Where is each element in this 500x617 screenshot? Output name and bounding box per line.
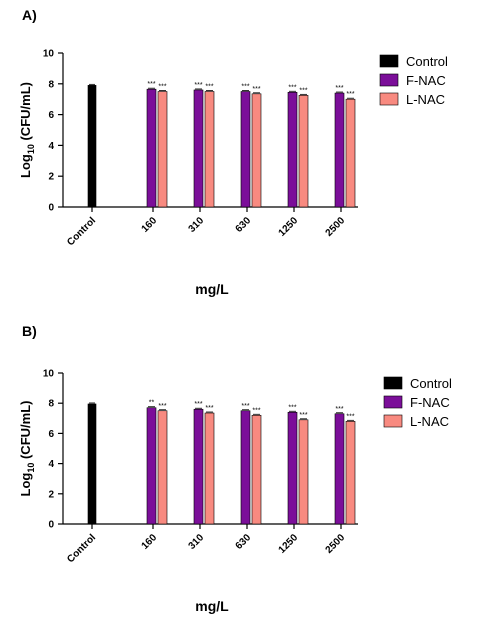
y-tick-label: 6	[48, 110, 54, 121]
significance-label: ***	[299, 87, 307, 94]
bar-f-nac-630	[240, 410, 251, 525]
y-tick-label: 2	[48, 489, 54, 500]
significance-label: **	[149, 400, 155, 407]
bar-l-nac-160	[157, 410, 168, 525]
y-tick-label: 0	[48, 520, 54, 531]
legend-label: L-NAC	[406, 92, 445, 107]
x-tick-label: 310	[187, 215, 207, 235]
significance-label: ***	[346, 91, 354, 98]
legend-swatch-l-nac	[379, 92, 399, 106]
x-tick-label: Control	[65, 532, 98, 565]
y-tick-label: 4	[48, 141, 54, 152]
y-tick-label: 8	[48, 79, 54, 90]
x-tick-label: 1250	[277, 215, 301, 239]
bar-control-Control	[87, 85, 97, 208]
y-axis-label: Log10 (CFU/mL)	[18, 82, 36, 178]
significance-label: ***	[205, 405, 213, 412]
y-tick-label: 6	[48, 429, 54, 440]
legend-label: Control	[410, 376, 452, 391]
significance-label: ***	[252, 86, 260, 93]
x-tick-label: 630	[234, 215, 254, 235]
significance-label: ***	[158, 403, 166, 410]
significance-label: ***	[147, 81, 155, 88]
x-tick-label: 1250	[277, 532, 301, 556]
significance-label: ***	[194, 401, 202, 408]
significance-label: ***	[335, 406, 343, 413]
y-tick-label: 4	[48, 459, 54, 470]
x-tick-label: 160	[140, 532, 160, 552]
bar-f-nac-160	[146, 407, 157, 525]
legend-swatch-f-nac	[383, 395, 403, 409]
bar-l-nac-630	[251, 93, 262, 208]
bar-l-nac-630	[251, 414, 262, 525]
significance-label: ***	[241, 84, 249, 91]
bar-l-nac-1250	[298, 95, 309, 208]
significance-label: ***	[288, 404, 296, 411]
chart-panel-2: B) 0 2 4 6 8 10 Log10 (CFU/mL) Control 160 310 630 1…	[18, 323, 452, 614]
legend-swatch-control	[379, 54, 399, 68]
x-tick-label: Control	[65, 215, 98, 248]
x-tick-label: 2500	[324, 532, 348, 556]
significance-label: ***	[205, 84, 213, 91]
significance-label: ***	[241, 403, 249, 410]
bar-l-nac-310	[204, 91, 215, 208]
panel-label: B)	[22, 323, 37, 339]
y-axis-label: Log10 (CFU/mL)	[18, 401, 36, 497]
legend-label: F-NAC	[406, 73, 446, 88]
bar-f-nac-2500	[334, 92, 345, 208]
bar-l-nac-1250	[298, 419, 309, 525]
y-tick-label: 0	[48, 203, 54, 214]
significance-label: ***	[252, 407, 260, 414]
bar-l-nac-310	[204, 412, 215, 525]
bar-f-nac-2500	[334, 413, 345, 525]
legend-swatch-l-nac	[383, 414, 403, 428]
bar-f-nac-310	[193, 408, 204, 525]
legend-swatch-f-nac	[379, 73, 399, 87]
bar-f-nac-310	[193, 89, 204, 208]
y-tick-label: 10	[43, 369, 55, 380]
bar-l-nac-2500	[345, 421, 356, 525]
y-tick-label: 10	[43, 49, 55, 60]
significance-label: ***	[346, 413, 354, 420]
y-tick-label: 2	[48, 172, 54, 183]
x-axis-label: mg/L	[195, 281, 229, 297]
legend-label: Control	[406, 54, 448, 69]
bar-f-nac-1250	[287, 411, 298, 525]
y-tick-label: 8	[48, 399, 54, 410]
significance-label: ***	[288, 84, 296, 91]
significance-label: ***	[299, 412, 307, 419]
x-tick-label: 160	[140, 215, 160, 235]
panel-label: A)	[22, 7, 37, 23]
significance-label: ***	[194, 82, 202, 89]
bar-f-nac-160	[146, 88, 157, 208]
x-axis-label: mg/L	[195, 598, 229, 614]
bar-f-nac-630	[240, 91, 251, 208]
legend-swatch-control	[383, 376, 403, 390]
significance-label: ***	[158, 84, 166, 91]
legend-label: F-NAC	[410, 395, 450, 410]
chart-panel-1: A) 0 2 4 6 8 10 Log10 (CFU/mL) Control 160 310 630 1…	[18, 7, 448, 297]
bar-l-nac-2500	[345, 98, 356, 208]
x-tick-label: 310	[187, 532, 207, 552]
bar-l-nac-160	[157, 91, 168, 208]
x-tick-label: 630	[234, 532, 254, 552]
significance-label: ***	[335, 85, 343, 92]
legend-label: L-NAC	[410, 414, 449, 429]
x-tick-label: 2500	[324, 215, 348, 239]
bar-f-nac-1250	[287, 91, 298, 208]
bar-control-Control	[87, 403, 97, 525]
